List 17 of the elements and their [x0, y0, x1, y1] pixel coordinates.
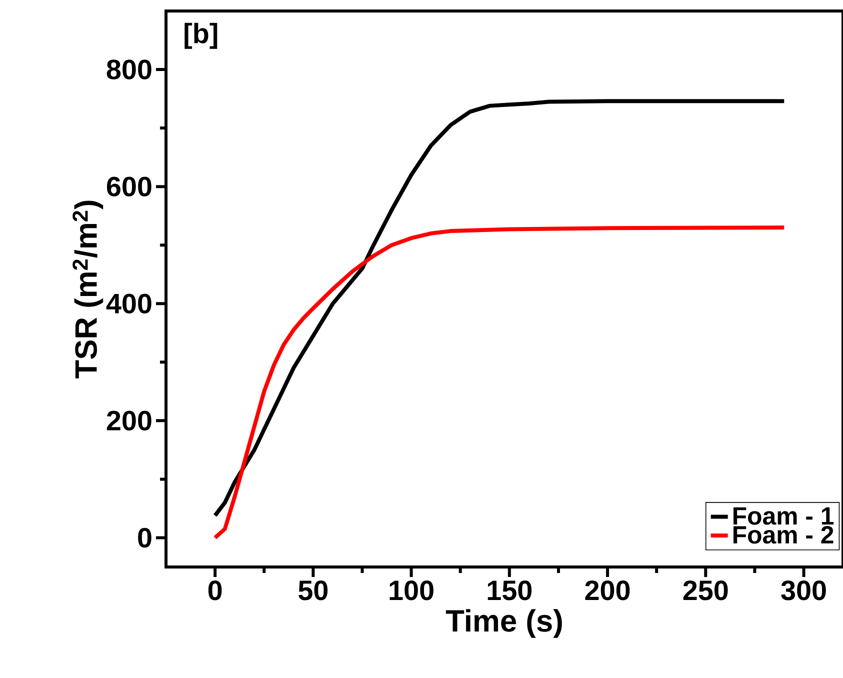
x-tick-label: 50 — [298, 580, 328, 600]
x-tick-label: 200 — [585, 580, 630, 600]
x-tick-label: 150 — [488, 580, 532, 600]
x-tick-label: 300 — [781, 580, 826, 600]
y-axis-title: TSR (m$^{2}$/m$^{2}$) — [72, 200, 104, 378]
x-axis-title: Time (s) — [446, 609, 562, 638]
y-tick-label: 200 — [106, 410, 152, 431]
y-tick-label: 600 — [106, 176, 152, 196]
x-tick-label: 0 — [208, 580, 222, 600]
x-tick-label: 100 — [390, 580, 434, 600]
legend-label: Foam - 2 — [734, 526, 834, 544]
x-tick-label: 250 — [683, 580, 728, 600]
legend-label: Foam - 1 — [734, 507, 834, 525]
annotation: [b] — [184, 22, 218, 49]
y-tick-label: 800 — [106, 60, 152, 80]
y-tick-label: 400 — [106, 294, 152, 314]
y-tick-label: 0 — [138, 528, 152, 548]
